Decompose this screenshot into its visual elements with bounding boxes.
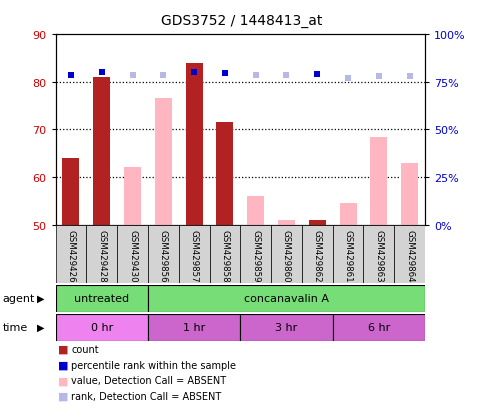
Text: GSM429428: GSM429428 <box>97 230 106 282</box>
Point <box>98 70 106 76</box>
Bar <box>240 225 271 283</box>
Text: ■: ■ <box>58 360 69 370</box>
Bar <box>124 168 141 225</box>
Text: rank, Detection Call = ABSENT: rank, Detection Call = ABSENT <box>71 391 222 401</box>
Bar <box>309 221 326 225</box>
Bar <box>86 225 117 283</box>
Text: GSM429856: GSM429856 <box>159 230 168 282</box>
Text: ▶: ▶ <box>37 322 45 332</box>
Point <box>221 71 229 77</box>
Point <box>67 73 75 79</box>
Bar <box>56 285 148 312</box>
Text: 0 hr: 0 hr <box>91 322 113 332</box>
Text: ■: ■ <box>58 391 69 401</box>
Text: GSM429858: GSM429858 <box>220 230 229 282</box>
Text: GSM429862: GSM429862 <box>313 230 322 282</box>
Bar <box>302 225 333 283</box>
Text: 3 hr: 3 hr <box>275 322 298 332</box>
Text: GSM429426: GSM429426 <box>67 230 75 282</box>
Text: value, Detection Call = ABSENT: value, Detection Call = ABSENT <box>71 375 227 385</box>
Text: untreated: untreated <box>74 293 129 304</box>
Bar <box>333 225 364 283</box>
Point <box>313 72 321 78</box>
Bar <box>364 225 394 283</box>
Text: concanavalin A: concanavalin A <box>244 293 329 304</box>
Bar <box>394 225 425 283</box>
Text: 6 hr: 6 hr <box>368 322 390 332</box>
Bar <box>148 314 241 341</box>
Text: GDS3752 / 1448413_at: GDS3752 / 1448413_at <box>161 14 322 28</box>
Bar <box>148 285 425 312</box>
Point <box>406 74 413 80</box>
Text: GSM429860: GSM429860 <box>282 230 291 282</box>
Text: GSM429857: GSM429857 <box>190 230 199 282</box>
Text: GSM429864: GSM429864 <box>405 230 414 282</box>
Bar <box>185 64 202 225</box>
Point <box>252 73 259 79</box>
Point <box>128 73 136 79</box>
Bar <box>62 159 79 225</box>
Text: GSM429859: GSM429859 <box>251 230 260 282</box>
Point <box>344 76 352 82</box>
Bar <box>117 225 148 283</box>
Bar <box>56 314 148 341</box>
Bar <box>340 204 356 225</box>
Point <box>375 74 383 80</box>
Bar <box>56 225 86 283</box>
Text: ■: ■ <box>58 375 69 385</box>
Bar <box>216 123 233 225</box>
Text: ■: ■ <box>58 344 69 354</box>
Text: percentile rank within the sample: percentile rank within the sample <box>71 360 237 370</box>
Text: 1 hr: 1 hr <box>183 322 205 332</box>
Point <box>159 73 167 79</box>
Text: agent: agent <box>2 293 35 304</box>
Bar <box>278 221 295 225</box>
Point <box>190 70 198 76</box>
Bar <box>333 314 425 341</box>
Bar <box>240 314 333 341</box>
Bar <box>93 78 110 225</box>
Bar <box>271 225 302 283</box>
Bar <box>155 99 172 225</box>
Text: ▶: ▶ <box>37 293 45 304</box>
Bar <box>247 197 264 225</box>
Text: GSM429863: GSM429863 <box>374 230 384 282</box>
Bar <box>148 225 179 283</box>
Bar <box>179 225 210 283</box>
Bar <box>210 225 240 283</box>
Text: GSM429861: GSM429861 <box>343 230 353 282</box>
Text: GSM429430: GSM429430 <box>128 230 137 282</box>
Bar <box>401 163 418 225</box>
Text: time: time <box>2 322 28 332</box>
Text: count: count <box>71 344 99 354</box>
Bar <box>370 137 387 225</box>
Point <box>283 73 290 79</box>
